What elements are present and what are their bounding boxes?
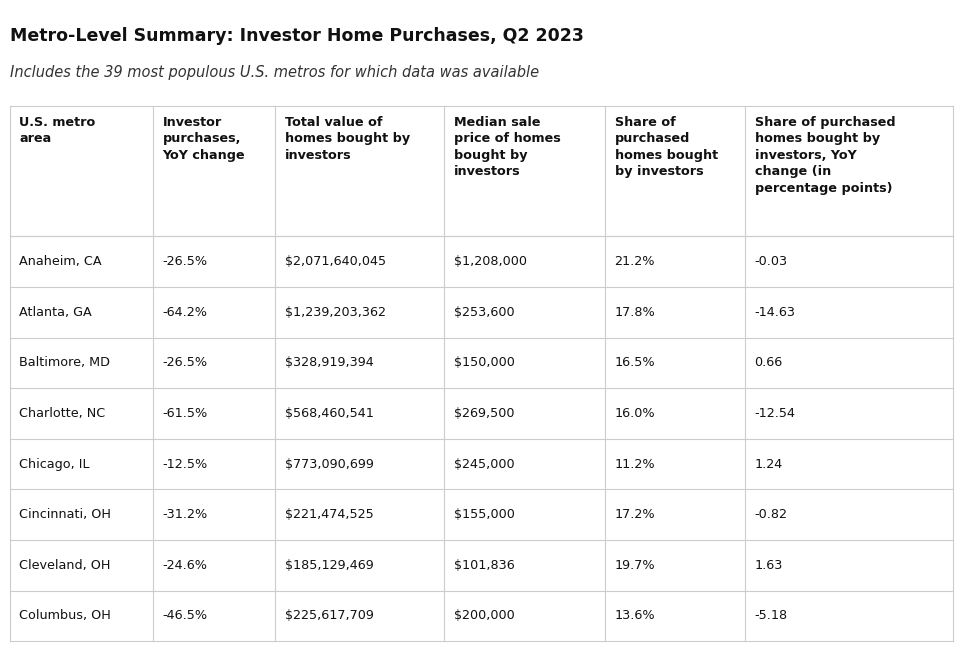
Text: $1,208,000: $1,208,000 <box>454 255 527 268</box>
Text: Anaheim, CA: Anaheim, CA <box>19 255 102 268</box>
Text: 19.7%: 19.7% <box>614 559 655 572</box>
Text: 16.0%: 16.0% <box>614 407 655 420</box>
Text: Total value of
homes bought by
investors: Total value of homes bought by investors <box>285 116 410 161</box>
Text: Columbus, OH: Columbus, OH <box>19 609 111 622</box>
Text: Chicago, IL: Chicago, IL <box>19 458 90 471</box>
Text: $200,000: $200,000 <box>454 609 514 622</box>
Text: $328,919,394: $328,919,394 <box>285 357 374 370</box>
Text: $773,090,699: $773,090,699 <box>285 458 374 471</box>
Text: 0.66: 0.66 <box>755 357 783 370</box>
Text: -14.63: -14.63 <box>755 306 795 319</box>
Text: Atlanta, GA: Atlanta, GA <box>19 306 92 319</box>
Text: 17.8%: 17.8% <box>614 306 655 319</box>
Text: Median sale
price of homes
bought by
investors: Median sale price of homes bought by inv… <box>454 116 560 178</box>
Text: Metro-Level Summary: Investor Home Purchases, Q2 2023: Metro-Level Summary: Investor Home Purch… <box>10 27 584 46</box>
Text: $221,474,525: $221,474,525 <box>285 508 374 521</box>
Text: Includes the 39 most populous U.S. metros for which data was available: Includes the 39 most populous U.S. metro… <box>10 65 538 80</box>
Text: $568,460,541: $568,460,541 <box>285 407 374 420</box>
Text: $185,129,469: $185,129,469 <box>285 559 374 572</box>
Text: $150,000: $150,000 <box>454 357 514 370</box>
Text: Share of
purchased
homes bought
by investors: Share of purchased homes bought by inves… <box>614 116 717 178</box>
Text: Baltimore, MD: Baltimore, MD <box>19 357 110 370</box>
Text: 17.2%: 17.2% <box>614 508 655 521</box>
Text: -5.18: -5.18 <box>755 609 788 622</box>
Text: $101,836: $101,836 <box>454 559 514 572</box>
Text: -12.5%: -12.5% <box>163 458 208 471</box>
Text: Charlotte, NC: Charlotte, NC <box>19 407 106 420</box>
Text: -24.6%: -24.6% <box>163 559 207 572</box>
Text: $225,617,709: $225,617,709 <box>285 609 374 622</box>
Text: -0.82: -0.82 <box>755 508 788 521</box>
Text: 13.6%: 13.6% <box>614 609 655 622</box>
Text: $2,071,640,045: $2,071,640,045 <box>285 255 386 268</box>
Text: U.S. metro
area: U.S. metro area <box>19 116 95 145</box>
Text: Cleveland, OH: Cleveland, OH <box>19 559 111 572</box>
Text: -46.5%: -46.5% <box>163 609 207 622</box>
Text: -0.03: -0.03 <box>755 255 788 268</box>
Text: 16.5%: 16.5% <box>614 357 655 370</box>
Text: -64.2%: -64.2% <box>163 306 207 319</box>
Text: -12.54: -12.54 <box>755 407 795 420</box>
Text: Investor
purchases,
YoY change: Investor purchases, YoY change <box>163 116 245 161</box>
Text: $155,000: $155,000 <box>454 508 514 521</box>
Text: -26.5%: -26.5% <box>163 357 207 370</box>
Text: $269,500: $269,500 <box>454 407 514 420</box>
Text: $253,600: $253,600 <box>454 306 514 319</box>
Text: $1,239,203,362: $1,239,203,362 <box>285 306 386 319</box>
Text: $245,000: $245,000 <box>454 458 514 471</box>
Text: Cincinnati, OH: Cincinnati, OH <box>19 508 112 521</box>
Text: 1.24: 1.24 <box>755 458 783 471</box>
Text: 21.2%: 21.2% <box>614 255 655 268</box>
Text: 11.2%: 11.2% <box>614 458 655 471</box>
Text: -26.5%: -26.5% <box>163 255 207 268</box>
Text: 1.63: 1.63 <box>755 559 783 572</box>
Text: -61.5%: -61.5% <box>163 407 208 420</box>
Text: -31.2%: -31.2% <box>163 508 208 521</box>
Text: Share of purchased
homes bought by
investors, YoY
change (in
percentage points): Share of purchased homes bought by inves… <box>755 116 896 195</box>
